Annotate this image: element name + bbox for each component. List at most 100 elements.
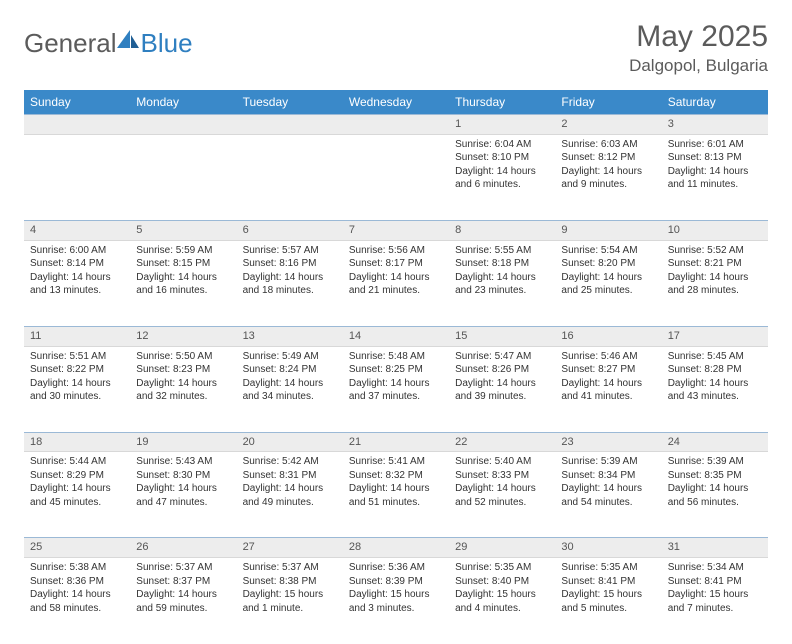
day-info-line: and 34 minutes. — [243, 390, 337, 404]
calendar-table: Sunday Monday Tuesday Wednesday Thursday… — [24, 90, 768, 644]
day-info-line: Sunrise: 6:03 AM — [561, 138, 655, 152]
day-info-line: Daylight: 14 hours — [136, 377, 230, 391]
day-cell: Sunrise: 5:46 AMSunset: 8:27 PMDaylight:… — [555, 346, 661, 432]
day-info-line: Sunset: 8:13 PM — [668, 151, 762, 165]
day-info-line: Daylight: 14 hours — [243, 271, 337, 285]
day-cell-content: Sunrise: 5:39 AMSunset: 8:34 PMDaylight:… — [555, 452, 661, 515]
day-cell: Sunrise: 5:44 AMSunset: 8:29 PMDaylight:… — [24, 452, 130, 538]
day-info-line: Sunset: 8:35 PM — [668, 469, 762, 483]
day-number-cell — [237, 115, 343, 135]
day-number-cell: 23 — [555, 432, 661, 452]
day-info-line: Sunset: 8:32 PM — [349, 469, 443, 483]
day-info-line: Daylight: 14 hours — [30, 271, 124, 285]
day-info-line: Sunrise: 5:36 AM — [349, 561, 443, 575]
day-cell: Sunrise: 6:03 AMSunset: 8:12 PMDaylight:… — [555, 134, 661, 220]
day-cell: Sunrise: 5:48 AMSunset: 8:25 PMDaylight:… — [343, 346, 449, 432]
day-info-line: Sunset: 8:36 PM — [30, 575, 124, 589]
weekday-header: Tuesday — [237, 90, 343, 115]
day-info-line: Sunrise: 5:46 AM — [561, 350, 655, 364]
day-cell: Sunrise: 5:35 AMSunset: 8:41 PMDaylight:… — [555, 558, 661, 644]
day-cell: Sunrise: 5:37 AMSunset: 8:38 PMDaylight:… — [237, 558, 343, 644]
location-subtitle: Dalgopol, Bulgaria — [629, 56, 768, 76]
day-info-line: and 21 minutes. — [349, 284, 443, 298]
day-number-cell: 16 — [555, 326, 661, 346]
logo-text-blue: Blue — [141, 28, 193, 59]
day-cell-content: Sunrise: 5:57 AMSunset: 8:16 PMDaylight:… — [237, 241, 343, 304]
day-number-cell: 11 — [24, 326, 130, 346]
day-info-line: Sunset: 8:31 PM — [243, 469, 337, 483]
day-number-cell — [24, 115, 130, 135]
day-cell-content: Sunrise: 5:44 AMSunset: 8:29 PMDaylight:… — [24, 452, 130, 515]
day-cell: Sunrise: 5:36 AMSunset: 8:39 PMDaylight:… — [343, 558, 449, 644]
day-info-line: and 7 minutes. — [668, 602, 762, 616]
day-info-line: and 1 minute. — [243, 602, 337, 616]
day-info-line: Sunrise: 5:59 AM — [136, 244, 230, 258]
day-cell-content: Sunrise: 5:56 AMSunset: 8:17 PMDaylight:… — [343, 241, 449, 304]
day-info-line: Daylight: 14 hours — [668, 165, 762, 179]
day-number-cell: 30 — [555, 538, 661, 558]
weekday-header: Monday — [130, 90, 236, 115]
day-info-line: and 9 minutes. — [561, 178, 655, 192]
day-cell: Sunrise: 5:51 AMSunset: 8:22 PMDaylight:… — [24, 346, 130, 432]
day-number-cell: 15 — [449, 326, 555, 346]
day-cell-content: Sunrise: 5:41 AMSunset: 8:32 PMDaylight:… — [343, 452, 449, 515]
day-cell-content: Sunrise: 5:42 AMSunset: 8:31 PMDaylight:… — [237, 452, 343, 515]
day-info-line: Sunrise: 5:41 AM — [349, 455, 443, 469]
day-info-line: Sunrise: 5:55 AM — [455, 244, 549, 258]
day-info-line: and 23 minutes. — [455, 284, 549, 298]
weekday-header: Saturday — [662, 90, 768, 115]
day-info-line: Sunrise: 5:40 AM — [455, 455, 549, 469]
day-content-row: Sunrise: 6:00 AMSunset: 8:14 PMDaylight:… — [24, 240, 768, 326]
day-cell: Sunrise: 5:45 AMSunset: 8:28 PMDaylight:… — [662, 346, 768, 432]
day-cell-content — [343, 135, 449, 144]
logo-sail-icon — [117, 30, 139, 48]
day-info-line: Daylight: 15 hours — [349, 588, 443, 602]
day-cell-content: Sunrise: 5:52 AMSunset: 8:21 PMDaylight:… — [662, 241, 768, 304]
day-info-line: Daylight: 15 hours — [455, 588, 549, 602]
day-info-line: Sunset: 8:21 PM — [668, 257, 762, 271]
day-cell — [24, 134, 130, 220]
day-number-cell: 14 — [343, 326, 449, 346]
day-cell: Sunrise: 5:59 AMSunset: 8:15 PMDaylight:… — [130, 240, 236, 326]
day-info-line: and 47 minutes. — [136, 496, 230, 510]
day-cell-content: Sunrise: 5:55 AMSunset: 8:18 PMDaylight:… — [449, 241, 555, 304]
day-info-line: Sunrise: 5:47 AM — [455, 350, 549, 364]
day-cell: Sunrise: 5:40 AMSunset: 8:33 PMDaylight:… — [449, 452, 555, 538]
day-info-line: and 58 minutes. — [30, 602, 124, 616]
day-cell-content: Sunrise: 5:43 AMSunset: 8:30 PMDaylight:… — [130, 452, 236, 515]
day-info-line: Sunrise: 5:39 AM — [561, 455, 655, 469]
day-content-row: Sunrise: 5:38 AMSunset: 8:36 PMDaylight:… — [24, 558, 768, 644]
day-info-line: and 30 minutes. — [30, 390, 124, 404]
day-number-cell: 21 — [343, 432, 449, 452]
day-info-line: and 43 minutes. — [668, 390, 762, 404]
day-info-line: Daylight: 14 hours — [30, 377, 124, 391]
day-info-line: Sunrise: 5:52 AM — [668, 244, 762, 258]
day-cell — [130, 134, 236, 220]
day-info-line: Daylight: 14 hours — [455, 377, 549, 391]
day-info-line: Daylight: 14 hours — [136, 482, 230, 496]
title-block: May 2025 Dalgopol, Bulgaria — [629, 20, 768, 76]
day-info-line: Sunset: 8:41 PM — [668, 575, 762, 589]
day-info-line: Daylight: 14 hours — [668, 271, 762, 285]
day-number-row: 18192021222324 — [24, 432, 768, 452]
page-title: May 2025 — [629, 20, 768, 54]
day-info-line: Daylight: 14 hours — [243, 377, 337, 391]
weekday-header: Thursday — [449, 90, 555, 115]
day-cell: Sunrise: 5:49 AMSunset: 8:24 PMDaylight:… — [237, 346, 343, 432]
day-cell-content: Sunrise: 6:01 AMSunset: 8:13 PMDaylight:… — [662, 135, 768, 198]
day-cell: Sunrise: 5:43 AMSunset: 8:30 PMDaylight:… — [130, 452, 236, 538]
day-content-row: Sunrise: 6:04 AMSunset: 8:10 PMDaylight:… — [24, 134, 768, 220]
day-info-line: and 51 minutes. — [349, 496, 443, 510]
day-info-line: Sunset: 8:15 PM — [136, 257, 230, 271]
day-number-cell: 13 — [237, 326, 343, 346]
day-cell: Sunrise: 5:39 AMSunset: 8:34 PMDaylight:… — [555, 452, 661, 538]
day-cell: Sunrise: 5:42 AMSunset: 8:31 PMDaylight:… — [237, 452, 343, 538]
day-info-line: Sunset: 8:30 PM — [136, 469, 230, 483]
day-info-line: and 54 minutes. — [561, 496, 655, 510]
day-cell: Sunrise: 5:47 AMSunset: 8:26 PMDaylight:… — [449, 346, 555, 432]
day-info-line: Sunrise: 5:51 AM — [30, 350, 124, 364]
day-cell — [343, 134, 449, 220]
day-number-cell: 29 — [449, 538, 555, 558]
day-cell-content: Sunrise: 5:54 AMSunset: 8:20 PMDaylight:… — [555, 241, 661, 304]
day-info-line: Daylight: 14 hours — [136, 271, 230, 285]
